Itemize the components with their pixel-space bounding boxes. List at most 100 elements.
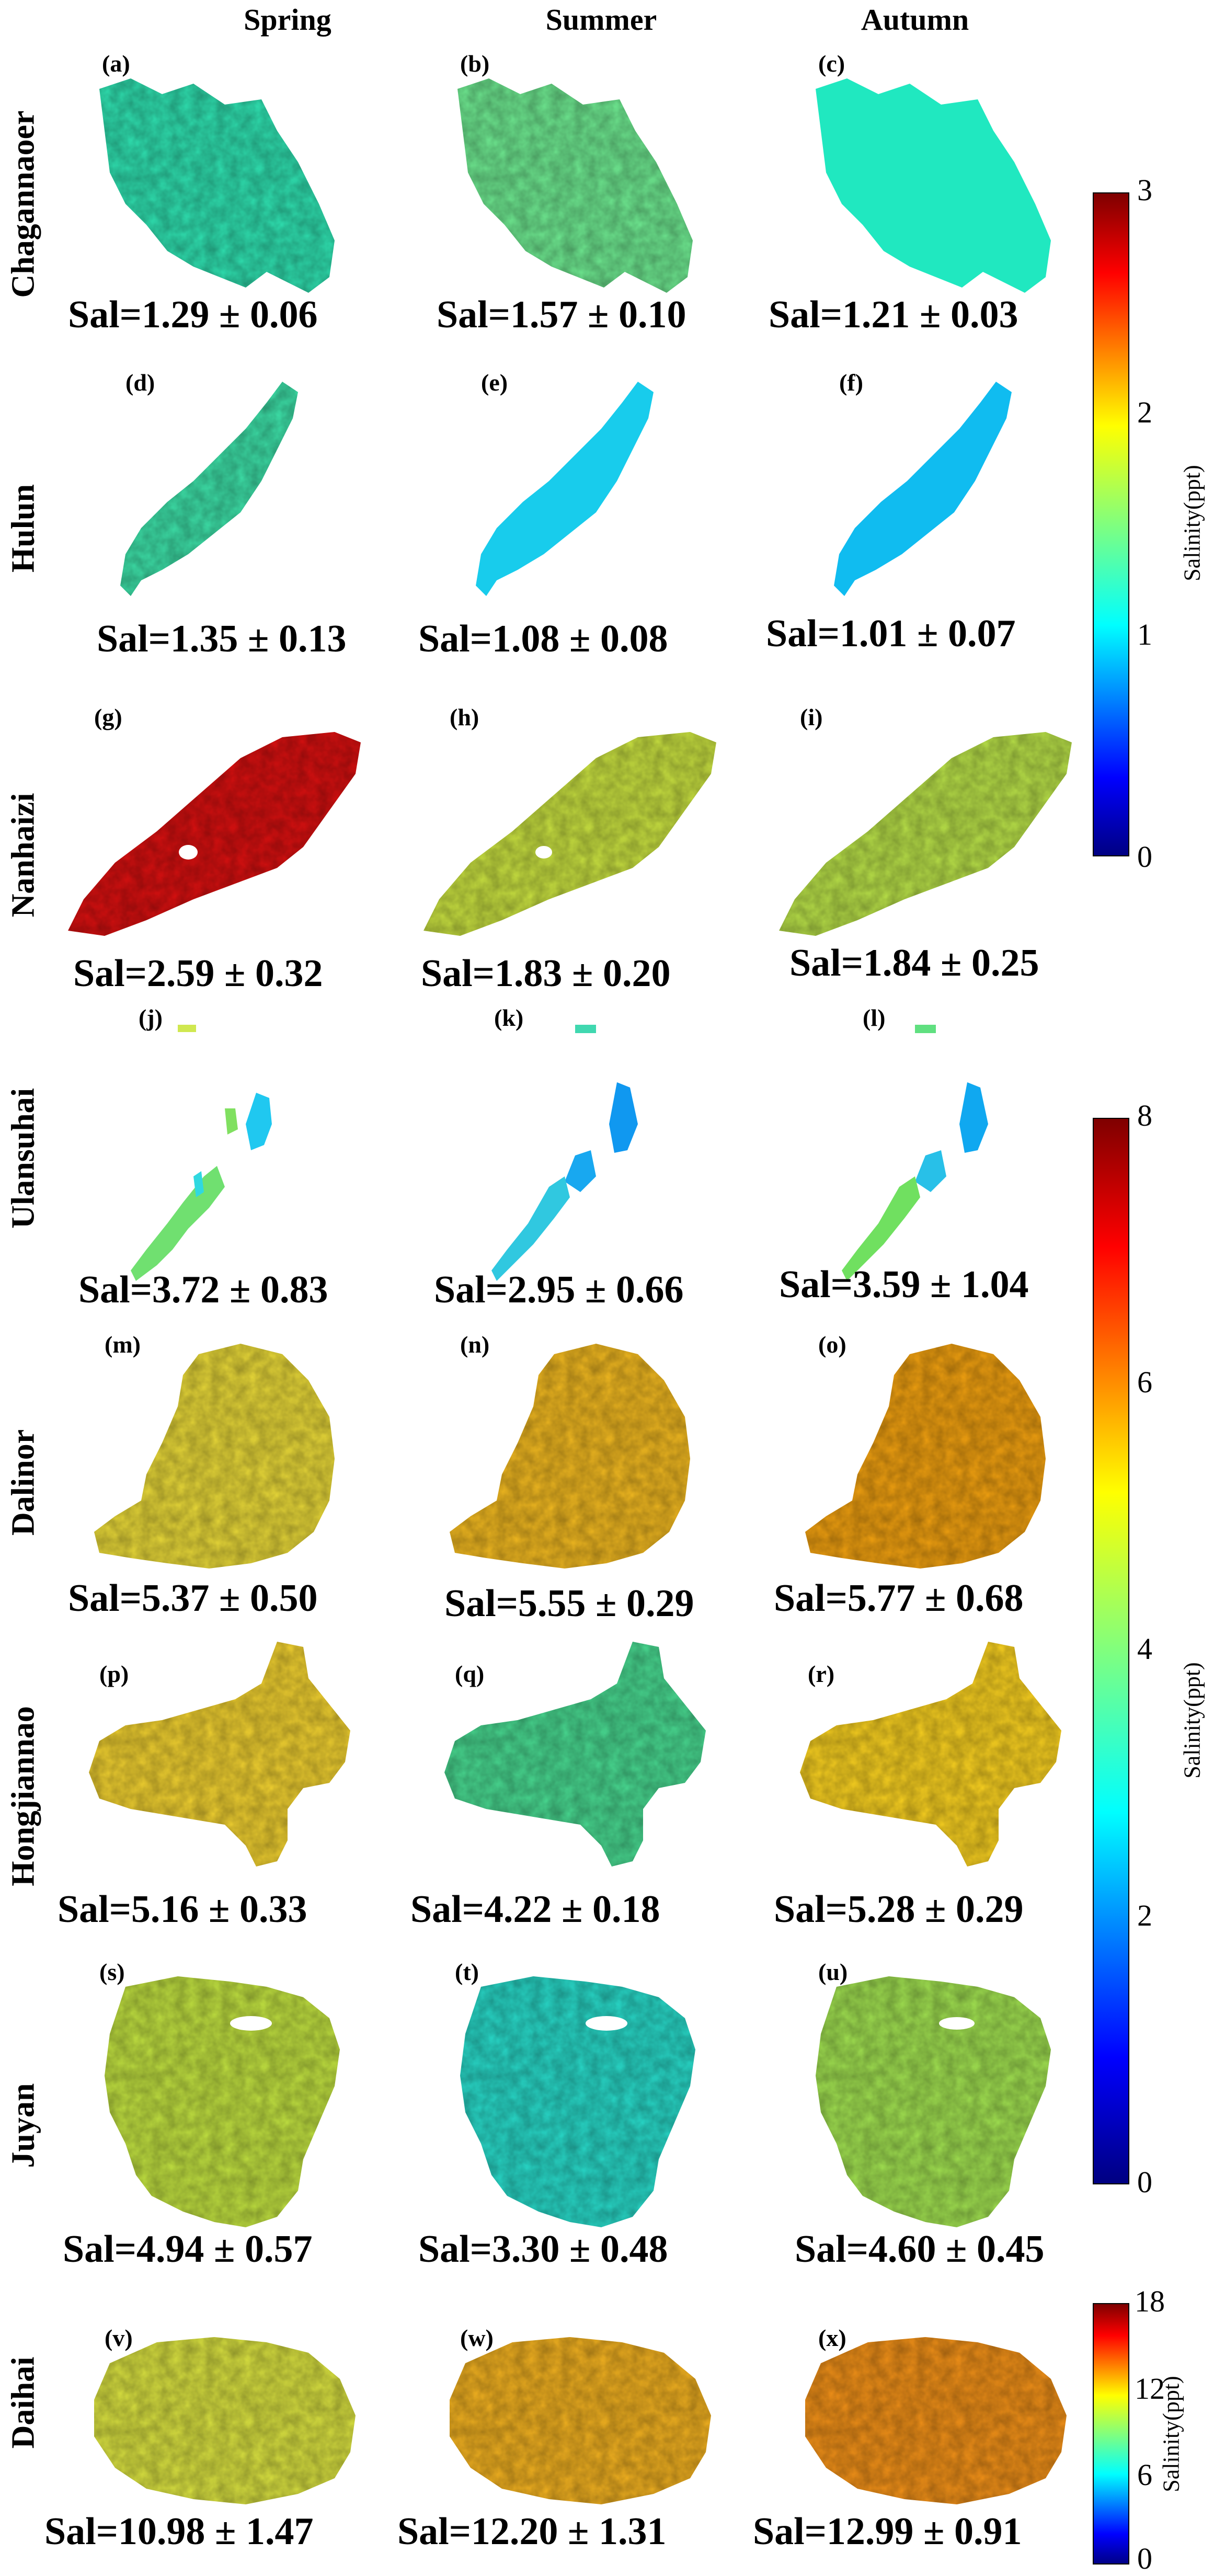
colorbar-3-title: Salinity(ppt) [1158, 2376, 1184, 2492]
colorbar-1-tick-1: 1 [1137, 617, 1152, 651]
map-dalinor-autumn [805, 1344, 1046, 1569]
colorbar-3-tick-12: 12 [1135, 2372, 1165, 2406]
panel-label-m: (m) [105, 1331, 141, 1358]
panel-label-s: (s) [99, 1959, 125, 1985]
season-header-spring: Spring [244, 3, 331, 37]
sal-value-t: Sal=3.30 ± 0.48 [418, 2228, 668, 2271]
map-juyan-spring [105, 1976, 340, 2227]
sal-value-p: Sal=5.16 ± 0.33 [58, 1888, 307, 1931]
lake-label-dalinor: Dalinor [5, 1429, 41, 1536]
map-chagannaoer-summer [457, 78, 693, 293]
colorbar-2-tick-2: 2 [1137, 1898, 1152, 1932]
sal-value-q: Sal=4.22 ± 0.18 [410, 1888, 660, 1931]
colorbar-1-tick-0: 0 [1137, 840, 1152, 874]
colorbar-3-tick-0: 0 [1137, 2541, 1152, 2575]
sal-value-a: Sal=1.29 ± 0.06 [68, 293, 318, 336]
colorbar-2-tick-6: 6 [1137, 1365, 1152, 1399]
colorbar-1-tick-2: 2 [1137, 395, 1152, 429]
map-hulun-summer [476, 382, 654, 596]
panel-label-j: (j) [139, 1004, 163, 1031]
sal-value-k: Sal=2.95 ± 0.66 [434, 1268, 684, 1311]
sal-value-r: Sal=5.28 ± 0.29 [774, 1888, 1024, 1931]
panel-label-u: (u) [818, 1959, 848, 1985]
panel-label-e: (e) [481, 369, 508, 396]
panel-label-n: (n) [460, 1331, 490, 1358]
map-chagannaoer-spring [99, 78, 335, 293]
lake-label-daihai: Daihai [5, 2356, 41, 2449]
panel-label-p: (p) [99, 1661, 129, 1687]
colorbar-2-title: Salinity(ppt) [1179, 1662, 1205, 1779]
sal-value-g: Sal=2.59 ± 0.32 [73, 952, 323, 995]
map-chagannaoer-autumn [816, 78, 1051, 293]
sal-value-d: Sal=1.35 ± 0.13 [97, 617, 347, 660]
sal-value-v: Sal=10.98 ± 1.47 [44, 2510, 314, 2553]
sal-value-j: Sal=3.72 ± 0.83 [78, 1268, 328, 1311]
map-hongjiannao-summer [444, 1642, 706, 1867]
season-header-summer: Summer [545, 3, 657, 37]
sal-value-b: Sal=1.57 ± 0.10 [437, 293, 686, 336]
lake-label-chagannaoer: Chagannaoer [5, 110, 41, 298]
map-dalinor-spring [94, 1344, 335, 1569]
map-daihai-summer [450, 2337, 711, 2504]
map-ulansuhai-spring [131, 1025, 272, 1281]
sal-value-i: Sal=1.84 ± 0.25 [789, 942, 1039, 984]
panel-label-w: (w) [460, 2325, 494, 2351]
season-header-autumn: Autumn [861, 3, 969, 37]
panel-label-t: (t) [455, 1959, 479, 1985]
map-juyan-autumn [816, 1976, 1051, 2227]
lake-label-hongjiannao: Hongjiannao [5, 1706, 41, 1886]
map-hongjiannao-spring [89, 1642, 350, 1867]
map-nanhaizi-spring [68, 732, 361, 936]
colorbar-2-tick-0: 0 [1137, 2165, 1152, 2199]
panel-label-k: (k) [494, 1004, 524, 1031]
sal-value-e: Sal=1.08 ± 0.08 [418, 617, 668, 660]
panel-label-x: (x) [818, 2325, 846, 2351]
colorbar-3 [1093, 2303, 1129, 2564]
colorbar-2-tick-8: 8 [1137, 1098, 1152, 1132]
map-hongjiannao-autumn [800, 1642, 1061, 1867]
colorbar-1 [1093, 192, 1129, 856]
lake-label-nanhaizi: Nanhaizi [5, 793, 41, 918]
colorbar-3-tick-6: 6 [1137, 2458, 1152, 2492]
panel-label-q: (q) [455, 1661, 485, 1687]
panel-label-c: (c) [818, 50, 845, 77]
sal-value-n: Sal=5.55 ± 0.29 [444, 1582, 694, 1625]
map-daihai-spring [94, 2337, 356, 2504]
map-nanhaizi-autumn [779, 732, 1072, 936]
map-hulun-spring [120, 382, 298, 596]
sal-value-c: Sal=1.21 ± 0.03 [769, 293, 1018, 336]
lake-label-ulansuhai: Ulansuhai [5, 1088, 41, 1229]
sal-value-o: Sal=5.77 ± 0.68 [774, 1577, 1024, 1620]
sal-value-w: Sal=12.20 ± 1.31 [397, 2510, 667, 2553]
sal-value-x: Sal=12.99 ± 0.91 [753, 2510, 1022, 2553]
panel-label-f: (f) [839, 369, 863, 396]
map-dalinor-summer [450, 1344, 690, 1569]
colorbar-1-title: Salinity(ppt) [1179, 465, 1205, 581]
lake-label-hulun: Hulun [5, 484, 41, 573]
map-hulun-autumn [834, 382, 1012, 596]
sal-value-l: Sal=3.59 ± 1.04 [779, 1263, 1029, 1306]
panel-label-i: (i) [800, 704, 823, 730]
panel-label-r: (r) [808, 1661, 835, 1687]
map-nanhaizi-summer [423, 732, 716, 936]
panel-label-v: (v) [105, 2325, 133, 2351]
sal-value-u: Sal=4.60 ± 0.45 [795, 2228, 1045, 2271]
sal-value-h: Sal=1.83 ± 0.20 [421, 952, 671, 995]
panel-label-o: (o) [818, 1331, 846, 1358]
map-ulansuhai-summer [491, 1025, 638, 1281]
map-juyan-summer [460, 1976, 695, 2227]
panel-label-a: (a) [102, 50, 130, 77]
map-daihai-autumn [805, 2337, 1067, 2504]
lake-label-juyan: Juyan [5, 2083, 41, 2168]
sal-value-m: Sal=5.37 ± 0.50 [68, 1577, 318, 1620]
sal-value-s: Sal=4.94 ± 0.57 [63, 2228, 313, 2271]
colorbar-2 [1093, 1118, 1129, 2184]
panel-label-l: (l) [863, 1004, 886, 1031]
map-ulansuhai-autumn [842, 1025, 988, 1281]
panel-label-b: (b) [460, 50, 490, 77]
panel-label-g: (g) [94, 704, 122, 730]
panel-label-d: (d) [125, 369, 155, 396]
sal-value-f: Sal=1.01 ± 0.07 [766, 612, 1016, 655]
colorbar-1-tick-3: 3 [1137, 173, 1152, 207]
panel-label-h: (h) [450, 704, 479, 730]
